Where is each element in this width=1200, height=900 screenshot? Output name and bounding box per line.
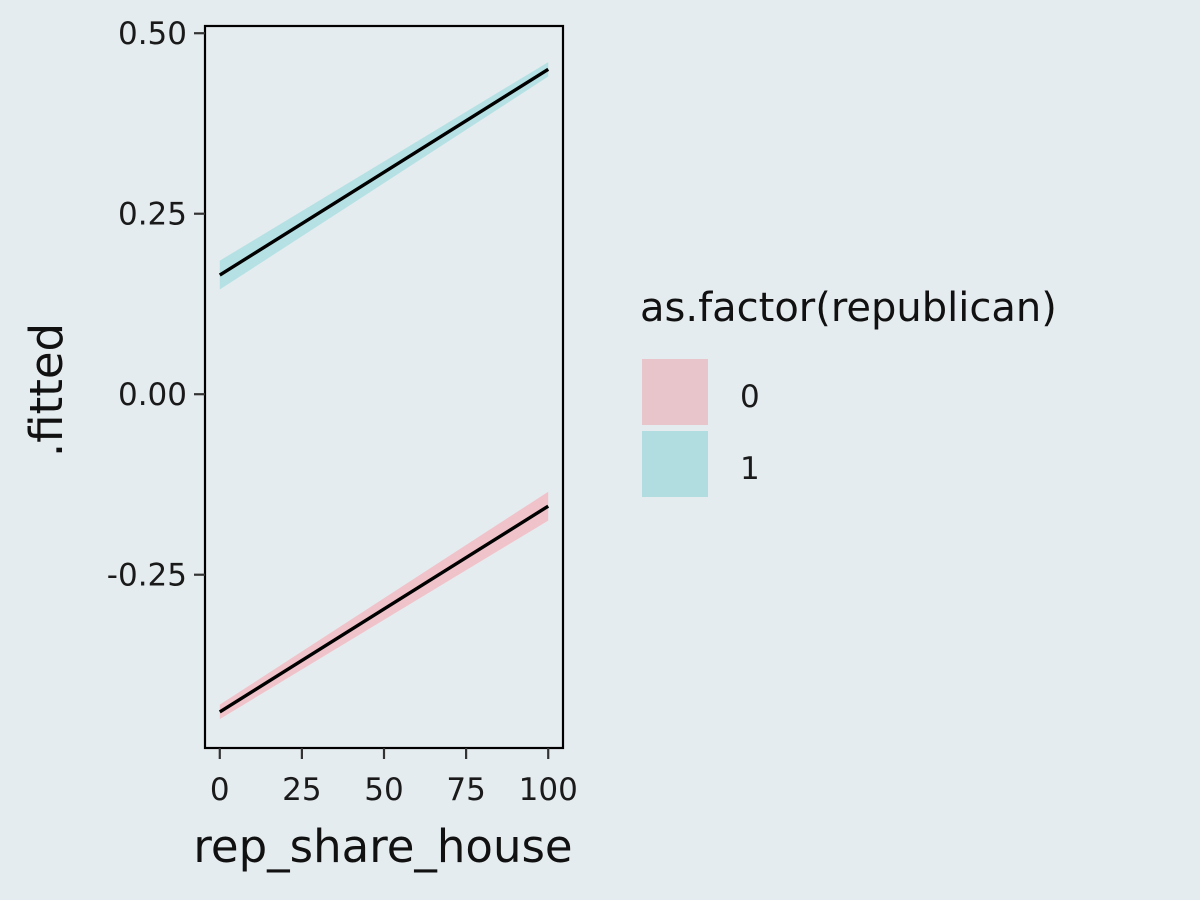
x-tick-label-0: 0 — [210, 772, 230, 808]
line-series-1 — [218, 67, 550, 277]
y-tick-label-1: 0.25 — [118, 197, 187, 233]
x-axis: 0 25 50 75 100 — [210, 748, 578, 808]
x-tick-label-1: 25 — [282, 772, 321, 808]
y-axis-title: .fitted — [20, 323, 73, 457]
line-series-0 — [218, 504, 550, 714]
ribbon-series-1 — [219, 62, 549, 290]
legend-key-1 — [642, 431, 708, 497]
y-tick-label-3: -0.25 — [107, 558, 187, 594]
ribbon-series-0 — [219, 491, 549, 720]
legend-label-1: 1 — [740, 451, 760, 487]
legend-title: as.factor(republican) — [640, 285, 1057, 331]
y-axis: 0.50 0.25 0.00 -0.25 — [107, 16, 205, 594]
legend-entry-1: 1 — [642, 431, 760, 497]
line-layer — [218, 67, 550, 714]
ribbon-layer — [219, 62, 549, 720]
legend-label-0: 0 — [740, 379, 760, 415]
legend-key-0 — [642, 359, 708, 425]
y-tick-label-0: 0.50 — [118, 16, 187, 52]
panel-border — [203, 24, 565, 750]
legend: as.factor(republican) 0 1 — [640, 285, 1057, 497]
legend-entry-0: 0 — [642, 359, 760, 425]
x-tick-label-4: 100 — [519, 772, 578, 808]
x-tick-label-3: 75 — [446, 772, 485, 808]
x-axis-title: rep_share_house — [193, 820, 572, 873]
x-tick-label-2: 50 — [364, 772, 403, 808]
y-tick-label-2: 0.00 — [118, 377, 187, 413]
